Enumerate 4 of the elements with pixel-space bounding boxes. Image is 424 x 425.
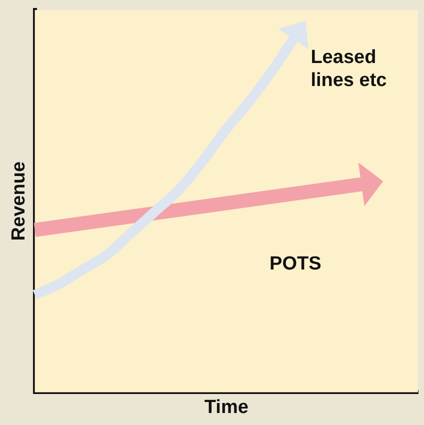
series-label: Leased lines etc [310,46,388,91]
y-axis-title: Revenue [8,162,30,241]
text: POTS [270,253,322,274]
x-axis-title: Time [204,396,248,418]
